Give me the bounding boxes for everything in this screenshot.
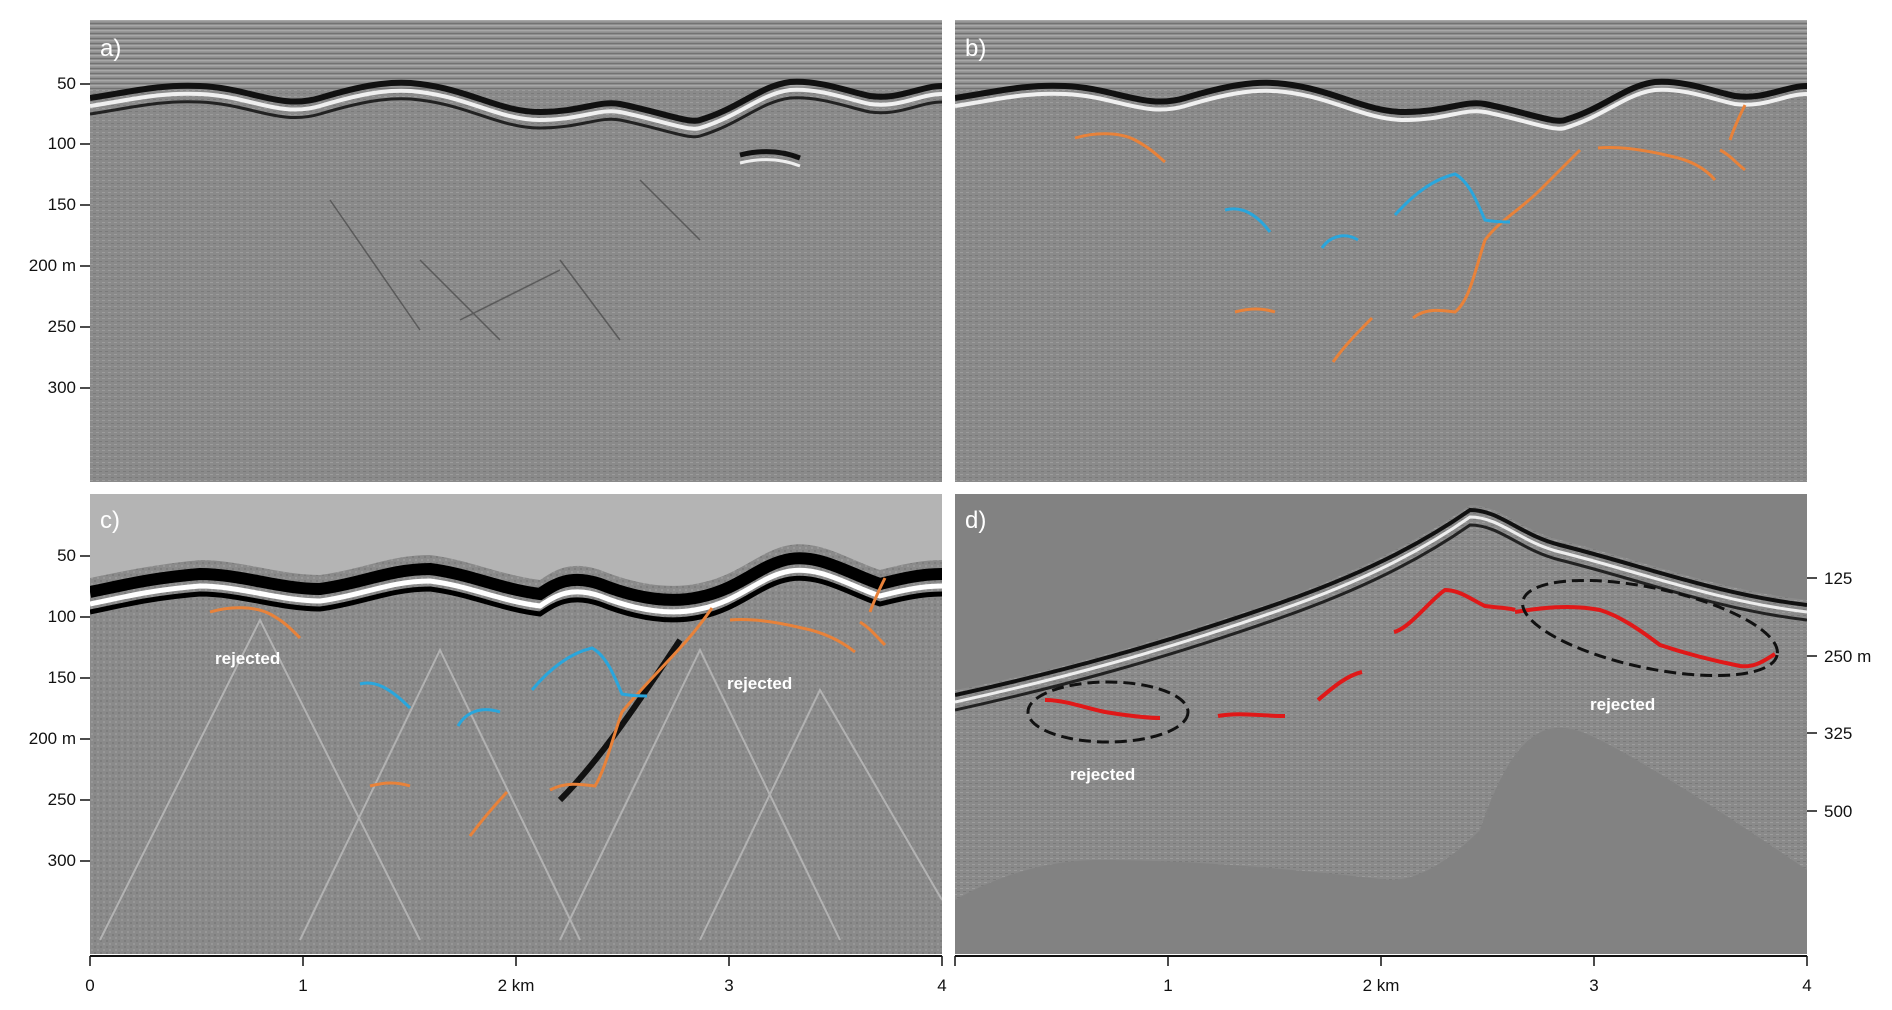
depth-tick-label: 100	[48, 607, 76, 626]
rejected-label-d-1: rejected	[1070, 765, 1135, 784]
depth-tick-label: 100	[48, 134, 76, 153]
depth-tick-label: 300	[48, 851, 76, 870]
rejected-label-c-1: rejected	[215, 649, 280, 668]
panel-c: rejected rejected	[90, 494, 942, 954]
distance-axis-left: 0 1 2 km 3 4	[85, 955, 947, 995]
depth-tick-label-right: 125	[1824, 569, 1852, 588]
depth-tick-label: 200 m	[29, 729, 76, 748]
depth-tick-label: 150	[48, 668, 76, 687]
depth-tick-label-right: 500	[1824, 802, 1852, 821]
depth-axis-bottom: 50 100 150 200 m 250 300	[29, 546, 90, 870]
depth-axis-right: 125 250 m 325 500	[1807, 569, 1871, 821]
rejected-ellipse-right	[1521, 578, 1779, 678]
orange-picks-b	[1074, 104, 1747, 363]
distance-tick-label: 0	[85, 976, 94, 995]
distance-tick-label: 4	[1802, 976, 1811, 995]
rejected-ellipse-left	[1026, 680, 1190, 744]
rejected-label-c-2: rejected	[727, 674, 792, 693]
depth-tick-label: 250	[48, 790, 76, 809]
panel-label-a: a)	[100, 35, 121, 62]
depth-tick-label: 50	[57, 74, 76, 93]
panel-b	[955, 20, 1807, 482]
distance-tick-label: 1	[1163, 976, 1172, 995]
depth-tick-label: 200 m	[29, 256, 76, 275]
depth-axis-top: 50 100 150 200 m 250 300	[29, 74, 90, 397]
rejected-label-d-2: rejected	[1590, 695, 1655, 714]
distance-tick-label: 1	[298, 976, 307, 995]
panel-label-b: b)	[965, 35, 986, 62]
depth-tick-label: 50	[57, 546, 76, 565]
depth-tick-label: 250	[48, 317, 76, 336]
blue-picks-c	[359, 646, 648, 727]
depth-tick-label-right: 325	[1824, 724, 1852, 743]
distance-tick-label: 3	[724, 976, 733, 995]
depth-tick-label: 300	[48, 378, 76, 397]
distance-axis-right: 1 2 km 3 4	[954, 955, 1812, 995]
panel-a	[90, 20, 942, 482]
panel-d: rejected rejected	[955, 494, 1807, 954]
depth-tick-label-right: 250 m	[1824, 647, 1871, 666]
depth-tick-label: 150	[48, 195, 76, 214]
distance-tick-label: 4	[937, 976, 946, 995]
orange-picks-c	[209, 577, 887, 837]
blue-picks-b	[1224, 172, 1511, 249]
distance-tick-label: 3	[1589, 976, 1598, 995]
panel-label-d: d)	[965, 507, 986, 534]
distance-tick-label: 2 km	[498, 976, 535, 995]
red-picks-d	[1044, 587, 1777, 720]
panel-label-c: c)	[100, 507, 120, 534]
distance-tick-label: 2 km	[1363, 976, 1400, 995]
